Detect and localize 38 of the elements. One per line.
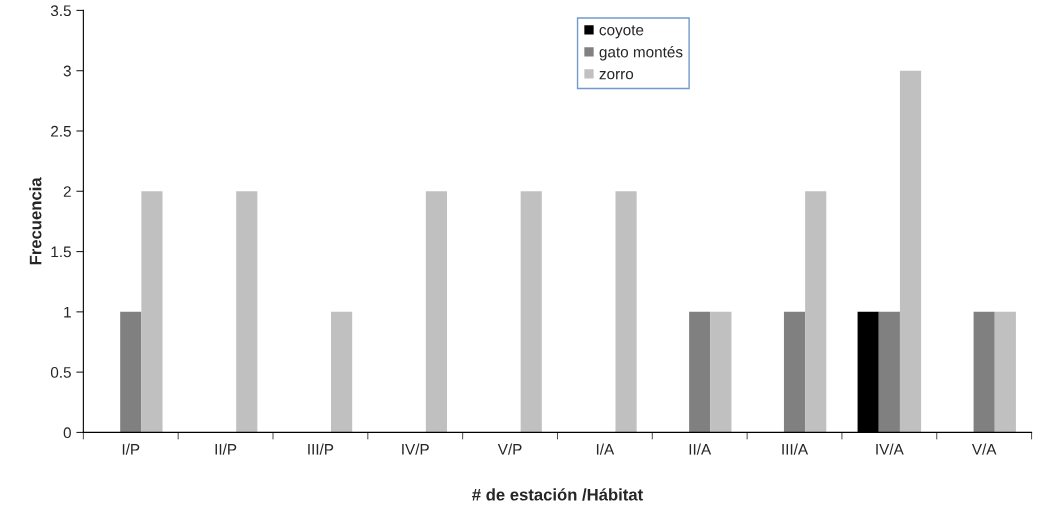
x-tick-label: V/P bbox=[497, 443, 522, 455]
bar bbox=[899, 70, 922, 433]
x-tick-label: II/P bbox=[215, 443, 237, 455]
y-tick-label: 1.5 bbox=[51, 246, 71, 258]
bar bbox=[141, 191, 163, 433]
bar bbox=[805, 191, 827, 433]
y-tick-label: 3 bbox=[63, 65, 71, 77]
y-tick-label: 0 bbox=[63, 427, 71, 439]
bar bbox=[783, 311, 806, 433]
x-tick-label: I/P bbox=[122, 443, 140, 455]
bar bbox=[236, 191, 258, 433]
bar bbox=[520, 191, 542, 433]
bar bbox=[710, 311, 732, 433]
y-axis-title: Frecuencia bbox=[29, 177, 42, 265]
legend-label: zorro bbox=[599, 70, 634, 80]
x-axis-title: # de estación /Hábitat bbox=[472, 488, 643, 501]
y-tick-label: 2.5 bbox=[51, 125, 71, 137]
y-tick-label: 2 bbox=[63, 186, 71, 197]
bar bbox=[425, 191, 447, 433]
bar bbox=[120, 311, 142, 433]
legend-label: coyote bbox=[599, 25, 644, 39]
x-tick-label: III/A bbox=[782, 443, 809, 455]
bar bbox=[615, 191, 637, 433]
x-tick-label: II/A bbox=[689, 443, 712, 455]
bar bbox=[994, 311, 1016, 433]
y-tick-label: 3.5 bbox=[50, 5, 71, 17]
x-tick-label: IV/P bbox=[402, 443, 429, 455]
legend-label: gato montés bbox=[599, 46, 683, 61]
y-tick-label: 1 bbox=[64, 306, 71, 318]
x-tick-label: IV/A bbox=[876, 443, 904, 455]
bar bbox=[878, 311, 900, 433]
bar bbox=[331, 311, 353, 433]
bar bbox=[973, 311, 995, 433]
x-tick-label: V/A bbox=[971, 443, 997, 455]
y-tick-label: 0.5 bbox=[50, 367, 71, 378]
x-tick-label: I/A bbox=[596, 443, 615, 455]
x-tick-label: III/P bbox=[308, 443, 334, 455]
bar bbox=[689, 311, 711, 433]
